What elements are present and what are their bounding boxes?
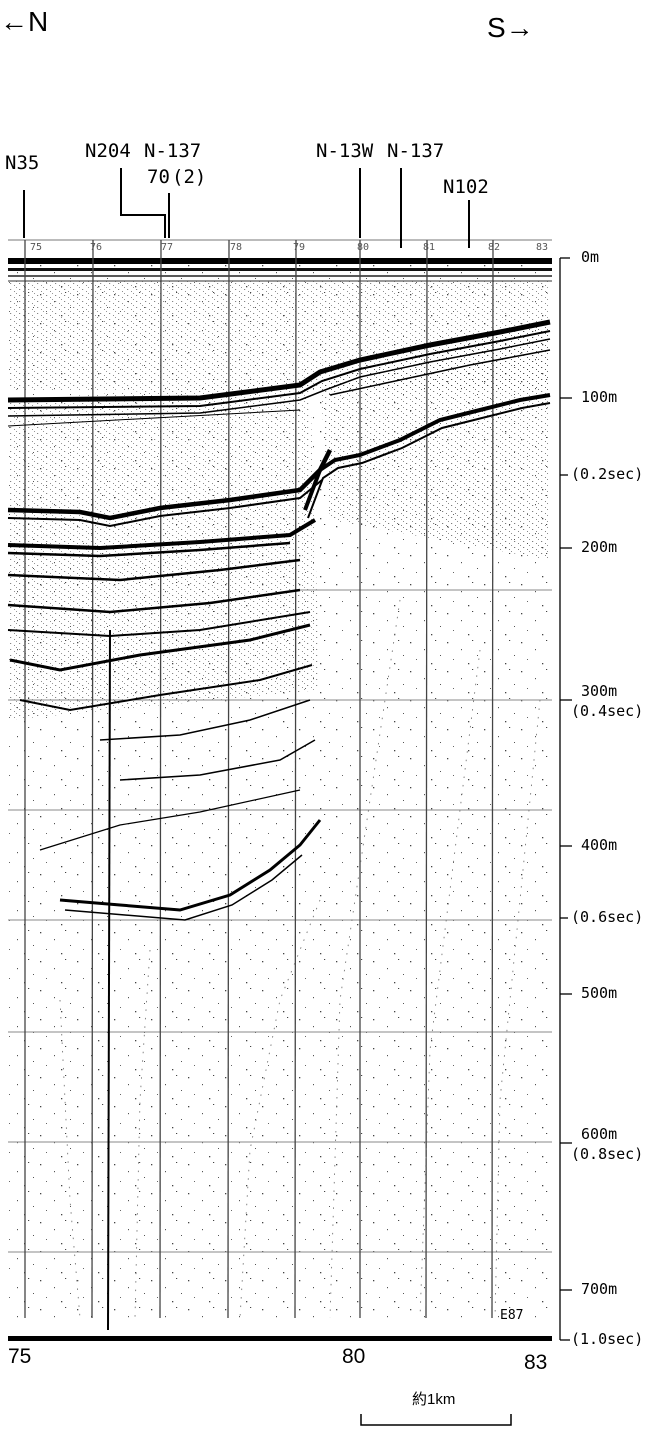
- left-auxiliary-line: [107, 629, 111, 1331]
- bottom-axis-80: 80: [342, 1345, 366, 1368]
- bottom-axis-75: 75: [8, 1345, 32, 1368]
- deep-reflector: [59, 819, 322, 921]
- top-tick-82: 82: [488, 242, 501, 253]
- south-direction-label: S→: [487, 12, 534, 43]
- survey-line-leaders: [23, 168, 470, 248]
- time-label-0-2sec: (0.2sec): [571, 465, 644, 483]
- depth-ticks: [560, 397, 572, 1291]
- time-label-0-8sec: (0.8sec): [571, 1145, 644, 1163]
- bottom-baseline: [8, 1336, 552, 1341]
- survey-line-n204-label: N204: [85, 140, 131, 162]
- top-tick-78: 78: [230, 242, 243, 253]
- survey-line-70-sub-label: (2): [172, 166, 207, 188]
- depth-label-700m: 700m: [581, 1280, 618, 1298]
- vertical-fix-lines: [24, 239, 494, 1319]
- depth-label-500m: 500m: [581, 984, 618, 1002]
- depth-label-400m: 400m: [581, 836, 618, 854]
- survey-line-n13w-label: N-13W: [316, 140, 374, 162]
- depth-label-300m: 300m: [581, 682, 618, 700]
- depth-label-600m: 600m: [581, 1125, 618, 1143]
- scale-bar-label: 約1km: [412, 1391, 456, 1408]
- scale-bar: [360, 1414, 512, 1426]
- time-label-0-6sec: (0.6sec): [571, 908, 644, 926]
- top-tick-77: 77: [161, 242, 174, 253]
- top-tick-75: 75: [30, 242, 43, 253]
- top-tick-76: 76: [90, 242, 103, 253]
- survey-line-n102-label: N102: [443, 176, 489, 198]
- depth-label-200m: 200m: [581, 538, 618, 556]
- horizontal-grid: [8, 589, 552, 1253]
- north-direction-label: ←N: [0, 6, 49, 37]
- depth-label-100m: 100m: [581, 388, 618, 406]
- seafloor-surface: [8, 258, 552, 264]
- record-mark: E87: [500, 1308, 524, 1323]
- time-label-1-0sec: (1.0sec): [571, 1330, 644, 1348]
- survey-line-n35-label: N35: [5, 152, 40, 174]
- time-label-0-4sec: (0.4sec): [571, 702, 644, 720]
- depth-label-0m: 0m: [581, 248, 600, 266]
- top-tick-81: 81: [423, 242, 436, 253]
- top-tick-83: 83: [536, 242, 549, 253]
- survey-line-70-label: 70: [147, 166, 170, 188]
- seafloor-surface-2: [8, 268, 552, 271]
- upper-reflector: [7, 319, 551, 427]
- slope-reflectors: [303, 349, 551, 519]
- survey-line-n137-right-label: N-137: [387, 140, 445, 162]
- depth-axis: [559, 257, 570, 1341]
- survey-line-n137-left-label: N-137: [144, 140, 202, 162]
- diffraction-traces: [59, 599, 541, 1319]
- top-tick-80: 80: [357, 242, 370, 253]
- top-tick-79: 79: [293, 242, 306, 253]
- bottom-axis-83: 83: [524, 1351, 548, 1374]
